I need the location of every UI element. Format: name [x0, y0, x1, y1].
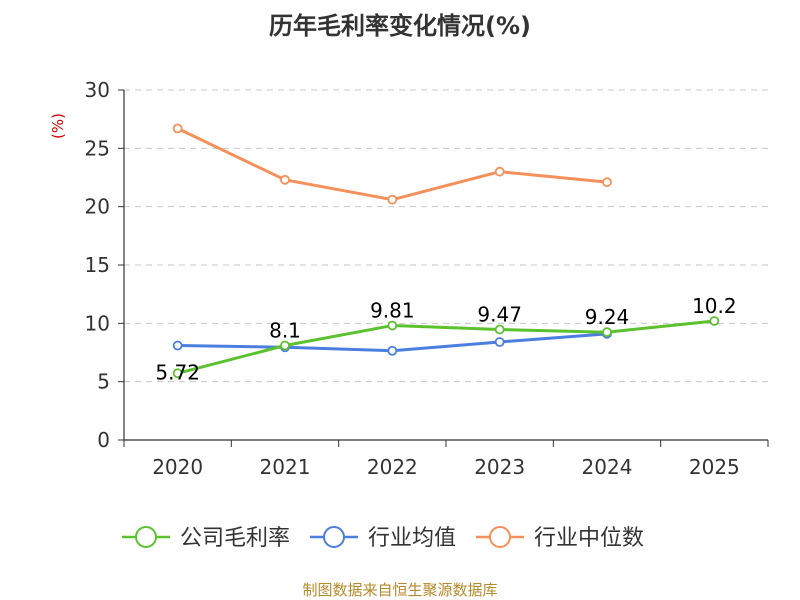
data-label: 9.81: [370, 299, 415, 323]
data-label: 5.72: [155, 360, 200, 384]
series-point[interactable]: [172, 368, 183, 379]
series-point[interactable]: [602, 177, 612, 188]
data-label: 8.1: [269, 319, 301, 343]
legend-item[interactable]: 行业均值: [310, 526, 456, 551]
grid: [124, 89, 768, 383]
y-tick-label: 30: [85, 78, 110, 102]
source-note: 制图数据来自恒生聚源数据库: [302, 581, 497, 599]
series-point[interactable]: [494, 324, 505, 335]
legend-marker: [489, 526, 511, 548]
legend-item[interactable]: 公司毛利率: [122, 526, 290, 551]
x-tick-label: 2023: [474, 455, 525, 479]
series-point[interactable]: [280, 340, 290, 351]
y-tick-label: 5: [97, 370, 110, 394]
y-tick-label: 25: [85, 136, 110, 160]
series-point[interactable]: [494, 337, 505, 347]
series-layer: [172, 123, 720, 379]
series-point[interactable]: [387, 320, 398, 331]
legend-marker: [323, 526, 345, 548]
series-point[interactable]: [172, 340, 183, 351]
series-point[interactable]: [709, 316, 720, 326]
legend-label: 公司毛利率: [180, 526, 290, 551]
series-point[interactable]: [494, 166, 505, 177]
series-line: [177, 127, 608, 202]
x-tick-label: 2020: [152, 455, 203, 479]
series-point[interactable]: [387, 345, 398, 356]
data-label: 9.47: [477, 303, 522, 327]
legend[interactable]: 公司毛利率 行业均值 行业中位数: [122, 526, 644, 551]
x-tick-label: 2025: [689, 455, 740, 479]
data-label: 9.24: [585, 305, 630, 329]
y-tick-label: 15: [85, 253, 110, 277]
chart-title: 历年毛利率变化情况(%): [269, 12, 531, 40]
y-tick-label: 0: [97, 428, 110, 452]
y-tick-label: 10: [85, 311, 110, 335]
data-label: 10.2: [692, 294, 737, 318]
legend-item[interactable]: 行业中位数: [476, 526, 644, 551]
legend-marker: [135, 526, 157, 548]
y-tick-label: 20: [85, 195, 110, 219]
data-labels: 5.72 8.1 9.81 9.47 9.24 10.2: [155, 294, 736, 384]
legend-label: 行业均值: [368, 526, 456, 551]
x-tick-label: 2024: [582, 455, 633, 479]
series-point[interactable]: [387, 194, 398, 205]
legend-label: 行业中位数: [534, 526, 644, 551]
series-point[interactable]: [280, 174, 290, 185]
y-axis-unit: (%): [49, 113, 67, 139]
x-tick-label: 2022: [367, 455, 418, 479]
x-tick-label: 2021: [260, 455, 311, 479]
series-line: [177, 319, 715, 375]
series-point[interactable]: [172, 123, 183, 134]
series-point[interactable]: [602, 327, 612, 338]
